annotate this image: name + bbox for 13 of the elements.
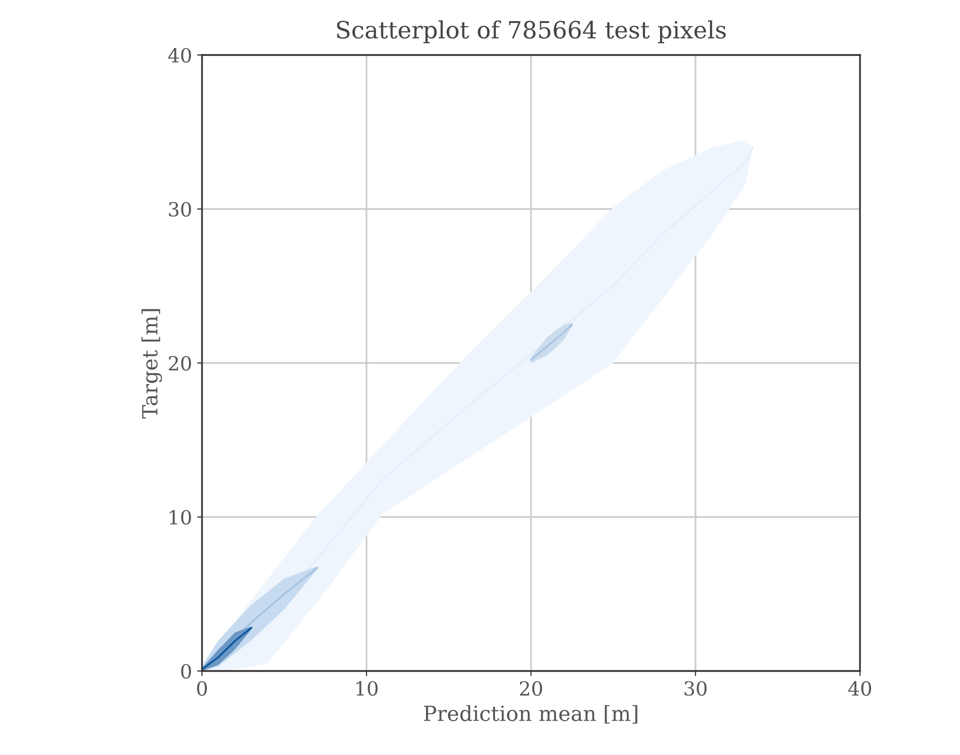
x-tick-label: 0 [197, 681, 207, 696]
x-tick-label: 30 [684, 681, 707, 696]
y-tick-label: 40 [168, 48, 191, 63]
y-tick-label: 20 [168, 356, 191, 371]
x-tick-label: 40 [848, 681, 872, 696]
y-tick-label: 30 [169, 202, 191, 217]
y-tick-label: 0 [181, 664, 191, 679]
x-tick-label: 10 [356, 681, 378, 696]
y-axis-title: Target [m] [142, 309, 162, 418]
x-axis-title: Prediction mean [m] [424, 705, 638, 724]
x-tick-label: 20 [520, 681, 542, 696]
chart-title: Scatterplot of 785664 test pixels [337, 20, 726, 44]
y-tick-label: 10 [170, 510, 191, 525]
